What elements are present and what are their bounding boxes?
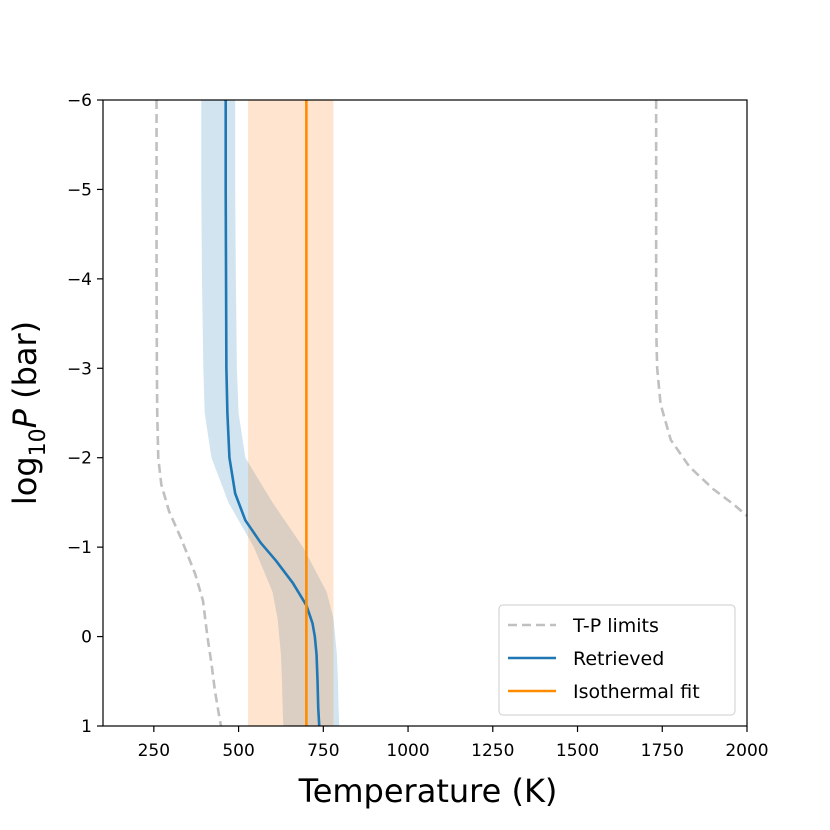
- legend-label-retrieved: Retrieved: [573, 648, 664, 670]
- uncertainty-bands: [201, 100, 340, 726]
- y-axis-title-prefix: log: [6, 456, 44, 505]
- y-tick-label: 1: [81, 717, 92, 737]
- y-tick-label: −4: [67, 270, 92, 290]
- x-tick-label: 750: [307, 741, 339, 761]
- x-tick-label: 1250: [471, 741, 514, 761]
- y-axis-title: log10P (bar): [6, 321, 51, 505]
- y-axis-title-subscript: 10: [26, 428, 51, 456]
- retrieved-uncertainty-band: [201, 100, 340, 726]
- y-axis-ticks: −6 −5 −4 −3 −2 −1 0 1: [67, 91, 103, 737]
- legend-label-tp-limits: T-P limits: [572, 615, 659, 637]
- y-tick-label: −1: [67, 538, 92, 558]
- x-tick-label: 1750: [641, 741, 684, 761]
- x-tick-label: 1000: [386, 741, 429, 761]
- x-tick-label: 2000: [725, 741, 768, 761]
- legend: T-P limits Retrieved Isothermal fit: [498, 604, 736, 716]
- x-axis-ticks: 250 500 750 1000 1250 1500 1750 2000: [138, 726, 769, 761]
- x-tick-label: 250: [138, 741, 170, 761]
- x-tick-label: 1500: [556, 741, 599, 761]
- y-axis-title-suffix: (bar): [6, 321, 44, 409]
- legend-label-isothermal: Isothermal fit: [573, 681, 700, 703]
- y-tick-label: −6: [67, 91, 92, 111]
- y-axis-title-text: log10P (bar): [6, 321, 51, 505]
- x-tick-label: 500: [222, 741, 254, 761]
- y-tick-label: −3: [67, 359, 92, 379]
- y-tick-label: −5: [67, 180, 92, 200]
- y-tick-label: −2: [67, 449, 92, 469]
- x-axis-title: Temperature (K): [298, 772, 558, 810]
- y-tick-label: 0: [81, 628, 92, 648]
- series-tp-limits-line-1: [155, 100, 223, 726]
- plot-frame: [102, 99, 748, 727]
- series-retrieved-line: [224, 100, 321, 726]
- series-tp-limits-line-2: [654, 100, 747, 517]
- profile-lines: [155, 100, 747, 726]
- isothermal-uncertainty-band: [248, 100, 334, 726]
- legend-box: [498, 604, 736, 716]
- y-axis-title-italic: P: [6, 408, 44, 428]
